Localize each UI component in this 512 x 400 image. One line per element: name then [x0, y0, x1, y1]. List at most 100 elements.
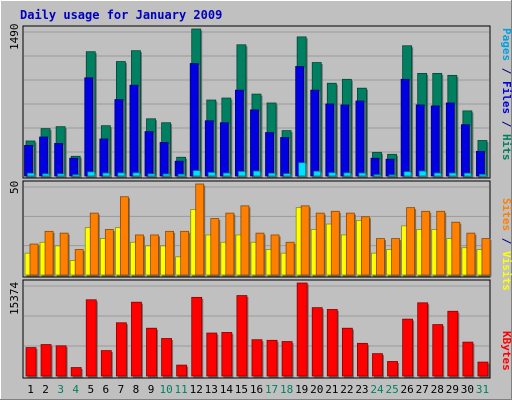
pages-bar: [253, 170, 261, 177]
files-bar: [295, 66, 305, 177]
kbytes-bar: [146, 327, 157, 377]
day-label: 31: [476, 383, 489, 396]
files-bar: [144, 131, 154, 177]
pages-bar-shadow: [390, 176, 398, 178]
day-label: 5: [87, 383, 94, 396]
kbytes-bar: [477, 361, 489, 377]
sites-bar: [361, 216, 370, 276]
kbytes-bar: [447, 310, 459, 377]
files-bar: [355, 100, 365, 177]
pages-bar: [328, 172, 337, 177]
kbytes-bar: [206, 332, 218, 377]
kbytes-bar: [236, 295, 248, 377]
kbytes-bar: [25, 347, 37, 377]
files-bar: [114, 99, 124, 177]
day-label: 8: [133, 383, 140, 396]
pages-bar: [448, 172, 457, 177]
kbytes-bar: [100, 350, 112, 377]
pages-bar-shadow: [164, 175, 172, 178]
files-bar: [235, 89, 244, 177]
sites-bar: [44, 230, 54, 276]
kbytes-bar: [161, 338, 172, 377]
sites-bar: [240, 205, 250, 276]
pages-bar: [283, 173, 291, 177]
day-label: 11: [175, 383, 188, 396]
sites-legend-label: Sites: [500, 198, 512, 231]
x-axis-day-labels: 1 2 3 4 5 6 7 8 9 10 11 12 13 14 15 16 17 18 19 20 21 22 23 24 2…: [27, 383, 489, 396]
kbytes-bar: [221, 332, 233, 377]
sites-bar: [300, 205, 310, 276]
files-bar: [250, 109, 259, 177]
pages-bar: [177, 173, 186, 177]
day-label: 7: [118, 383, 125, 396]
sites-bar: [345, 212, 355, 276]
hits-legend-label: Hits: [500, 134, 512, 161]
kbytes-bar: [70, 367, 82, 377]
files-legend-label: Files: [500, 81, 512, 114]
pages-bar: [268, 172, 276, 177]
pages-bar: [207, 172, 216, 177]
kbytes-panel-series-label: KBytes: [500, 331, 512, 371]
kbytes-bar: [85, 299, 97, 377]
kbytes-bar: [311, 307, 323, 377]
files-bar: [99, 138, 109, 177]
pages-bar-shadow: [149, 175, 157, 178]
kbytes-bar: [372, 353, 383, 377]
kbytes-bar: [131, 301, 142, 377]
day-label: 1: [27, 383, 34, 396]
pages-bar: [162, 173, 171, 177]
sites-bar: [255, 232, 265, 276]
files-bar: [84, 77, 94, 177]
visits-panel-ymax-label: 50: [8, 181, 21, 194]
day-label: 14: [220, 383, 234, 396]
files-bar: [310, 89, 320, 177]
kbytes-legend-label: KBytes: [500, 331, 512, 371]
pages-bar: [57, 173, 66, 177]
sites-bar: [421, 210, 431, 276]
day-label: 18: [280, 383, 293, 396]
pages-bar: [102, 172, 111, 177]
day-label: 13: [205, 383, 218, 396]
kbytes-bar: [417, 302, 429, 377]
sites-bar: [466, 232, 476, 276]
kbytes-bar: [402, 318, 414, 377]
sites-bar: [195, 183, 205, 276]
sites-bar: [391, 238, 400, 276]
day-label: 30: [461, 383, 474, 396]
day-label: 10: [159, 383, 172, 396]
sites-bar: [406, 207, 416, 276]
hits-panel-series-label: Pages / Files / Hits: [500, 28, 512, 161]
files-bar: [219, 122, 229, 177]
sites-bar: [436, 210, 446, 276]
kbytes-bar: [341, 327, 353, 377]
files-bar: [415, 104, 425, 177]
kbytes-bar: [387, 361, 398, 377]
legend-separator: /: [500, 61, 512, 81]
day-label: 23: [355, 383, 368, 396]
files-bar: [340, 104, 350, 177]
pages-bar: [192, 170, 201, 177]
files-bar: [39, 136, 48, 177]
pages-bar: [72, 174, 81, 177]
files-bar: [174, 160, 184, 177]
sites-bar: [180, 230, 190, 276]
pages-bar-shadow: [480, 175, 488, 178]
day-label: 20: [310, 383, 323, 396]
kbytes-bar: [296, 282, 308, 377]
kbytes-bar: [462, 341, 474, 377]
sites-bar: [210, 218, 220, 276]
files-bar: [280, 137, 289, 177]
day-label: 4: [72, 383, 79, 396]
pages-bar: [418, 170, 427, 177]
day-label: 12: [190, 383, 203, 396]
pages-legend-label: Pages: [500, 28, 512, 61]
sites-bar: [376, 238, 385, 276]
sites-bar: [89, 212, 99, 276]
day-label: 29: [446, 383, 459, 396]
day-label: 28: [431, 383, 444, 396]
bar-marks: [24, 28, 492, 378]
visits-panel-series-label: Sites / Visits: [500, 198, 512, 291]
sites-bar: [74, 249, 84, 276]
sites-bar: [315, 212, 325, 276]
visits-legend-label: Visits: [500, 251, 512, 291]
